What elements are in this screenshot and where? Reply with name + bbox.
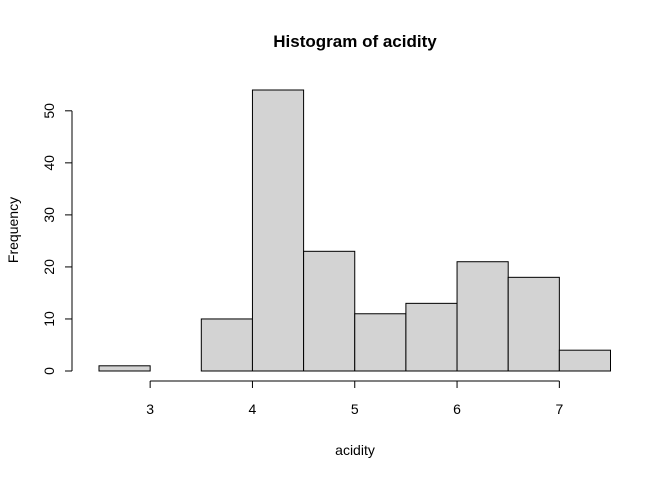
histogram-bar-4	[303, 250, 356, 372]
y-tick-label-30: 30	[41, 207, 57, 223]
x-axis-label: acidity	[335, 442, 375, 458]
y-tick-label-50: 50	[41, 103, 57, 119]
x-tick-label-3: 3	[146, 401, 154, 417]
chart-title: Histogram of acidity	[273, 32, 437, 51]
y-axis-label: Frequency	[5, 197, 21, 263]
histogram-bar-7	[456, 261, 509, 372]
histogram-bar-3	[251, 89, 305, 372]
histogram-bar-6	[405, 302, 458, 372]
histogram-bar-5	[354, 313, 407, 372]
y-tick-label-20: 20	[41, 259, 57, 275]
x-tick-label-4: 4	[249, 401, 257, 417]
y-axis: 0 10 20 30 40 50	[41, 103, 73, 375]
histogram-bar-8	[507, 276, 560, 372]
x-tick-label-6: 6	[453, 401, 461, 417]
histogram-bar-0	[98, 365, 151, 372]
x-tick-label-7: 7	[555, 401, 563, 417]
x-axis: 3 4 5 6 7	[146, 380, 563, 417]
y-tick-label-0: 0	[41, 367, 57, 375]
y-tick-label-40: 40	[41, 155, 57, 171]
x-tick-label-5: 5	[351, 401, 359, 417]
y-tick-label-10: 10	[41, 311, 57, 327]
histogram-bar-9	[558, 349, 611, 372]
bars-layer	[98, 89, 611, 372]
histogram-bar-2	[200, 318, 253, 372]
